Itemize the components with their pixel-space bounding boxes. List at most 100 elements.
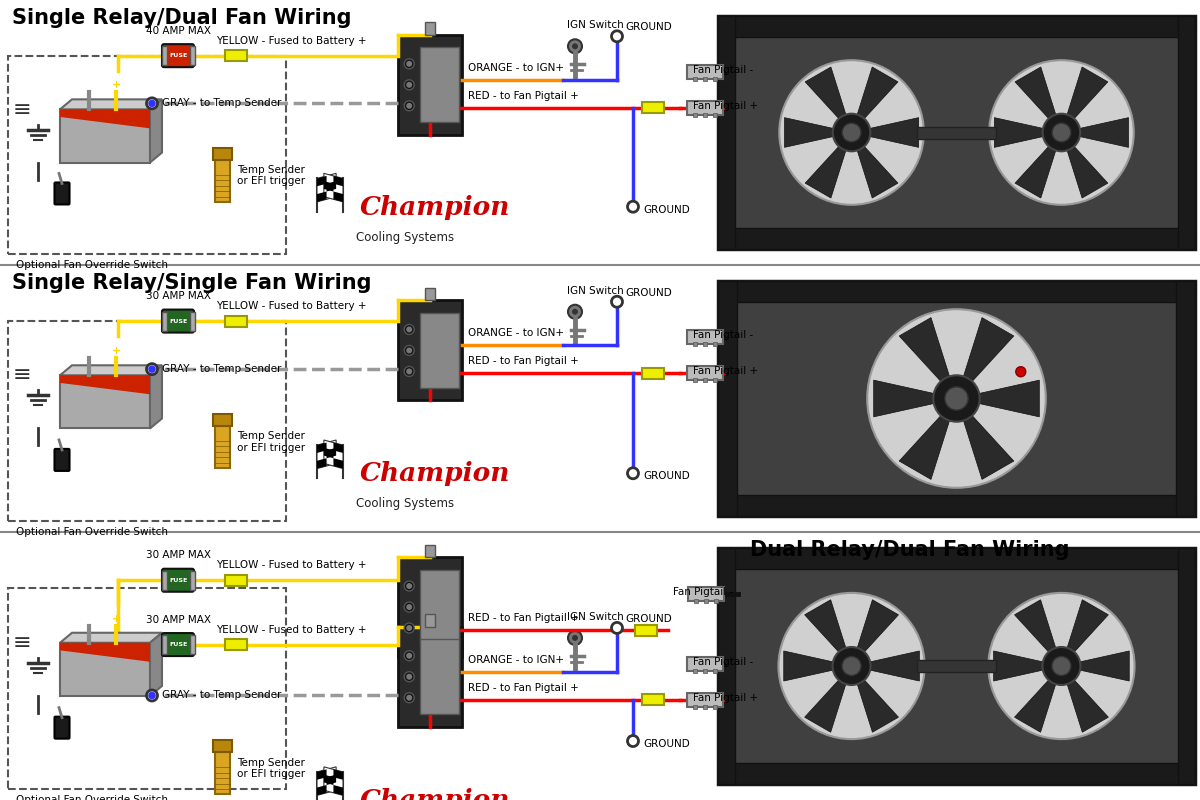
Circle shape (406, 674, 413, 680)
Polygon shape (317, 174, 336, 202)
FancyBboxPatch shape (420, 47, 458, 122)
FancyBboxPatch shape (635, 625, 658, 635)
FancyBboxPatch shape (54, 449, 70, 471)
FancyBboxPatch shape (215, 753, 229, 794)
Circle shape (404, 58, 414, 69)
Circle shape (406, 583, 413, 589)
FancyBboxPatch shape (420, 570, 458, 645)
Text: GROUND: GROUND (643, 471, 690, 482)
Polygon shape (324, 181, 334, 191)
FancyBboxPatch shape (718, 548, 1195, 784)
Polygon shape (899, 415, 949, 479)
Circle shape (406, 82, 413, 88)
Polygon shape (1014, 679, 1056, 732)
Polygon shape (317, 785, 326, 795)
FancyBboxPatch shape (425, 545, 434, 557)
Text: ≡: ≡ (13, 366, 31, 386)
Polygon shape (60, 375, 150, 394)
Circle shape (149, 366, 156, 373)
Text: Temp Sender
or EFI trigger: Temp Sender or EFI trigger (238, 431, 305, 453)
FancyBboxPatch shape (718, 762, 1195, 784)
FancyBboxPatch shape (713, 77, 718, 81)
Circle shape (1015, 366, 1026, 377)
Circle shape (934, 375, 979, 422)
FancyBboxPatch shape (420, 639, 458, 714)
Text: GROUND: GROUND (625, 288, 672, 298)
Circle shape (406, 604, 413, 610)
FancyBboxPatch shape (703, 342, 707, 346)
Circle shape (406, 694, 413, 701)
Text: Fan Pigtail -: Fan Pigtail - (694, 330, 754, 341)
Text: ≡: ≡ (13, 99, 31, 119)
Circle shape (146, 364, 157, 374)
Text: 30 AMP MAX: 30 AMP MAX (145, 614, 210, 625)
Text: FUSE: FUSE (169, 318, 187, 323)
Polygon shape (150, 99, 162, 162)
Polygon shape (334, 458, 343, 469)
Polygon shape (1015, 67, 1056, 119)
Circle shape (404, 672, 414, 682)
Circle shape (404, 623, 414, 633)
Text: IGN Switch: IGN Switch (568, 20, 624, 30)
Polygon shape (324, 174, 343, 202)
FancyBboxPatch shape (718, 281, 737, 516)
Text: YELLOW - Fused to Battery +: YELLOW - Fused to Battery + (216, 36, 366, 46)
Circle shape (406, 625, 413, 631)
Polygon shape (326, 774, 336, 785)
Circle shape (146, 690, 157, 701)
Polygon shape (1067, 600, 1109, 653)
FancyBboxPatch shape (686, 330, 722, 345)
FancyBboxPatch shape (713, 113, 718, 117)
Circle shape (989, 60, 1134, 205)
FancyBboxPatch shape (718, 16, 1195, 37)
FancyBboxPatch shape (162, 46, 167, 65)
FancyBboxPatch shape (215, 160, 229, 202)
Polygon shape (60, 110, 150, 162)
Polygon shape (857, 67, 898, 119)
Polygon shape (326, 181, 336, 191)
Circle shape (572, 635, 578, 641)
Circle shape (406, 369, 413, 374)
Polygon shape (874, 380, 935, 417)
Circle shape (944, 387, 968, 410)
FancyBboxPatch shape (694, 77, 697, 81)
Circle shape (149, 99, 156, 107)
Circle shape (779, 593, 925, 739)
Polygon shape (334, 442, 343, 453)
Text: Single Relay/Dual Fan Wiring: Single Relay/Dual Fan Wiring (12, 8, 352, 28)
Circle shape (1052, 657, 1070, 675)
FancyBboxPatch shape (703, 113, 707, 117)
FancyBboxPatch shape (162, 311, 167, 330)
Text: 30 AMP MAX: 30 AMP MAX (145, 550, 210, 560)
Text: ≡: ≡ (13, 633, 31, 653)
Text: YELLOW - Fused to Battery +: YELLOW - Fused to Battery + (216, 625, 366, 634)
Circle shape (628, 202, 638, 212)
FancyBboxPatch shape (642, 368, 664, 379)
Polygon shape (317, 458, 326, 469)
FancyBboxPatch shape (226, 639, 247, 650)
FancyBboxPatch shape (718, 548, 734, 784)
FancyBboxPatch shape (694, 599, 698, 603)
Circle shape (842, 123, 860, 142)
Circle shape (404, 650, 414, 661)
Text: Dual Relay/Dual Fan Wiring: Dual Relay/Dual Fan Wiring (750, 540, 1069, 560)
Text: FUSE: FUSE (169, 53, 187, 58)
FancyBboxPatch shape (1178, 548, 1195, 784)
Text: -: - (86, 80, 91, 90)
FancyBboxPatch shape (703, 669, 707, 673)
Polygon shape (317, 770, 326, 780)
FancyBboxPatch shape (686, 657, 722, 670)
Text: Single Relay/Single Fan Wiring: Single Relay/Single Fan Wiring (12, 273, 372, 293)
Text: Optional Fan Override Switch: Optional Fan Override Switch (16, 795, 168, 800)
Text: Champion: Champion (360, 462, 510, 486)
Polygon shape (857, 146, 898, 198)
Text: Cooling Systems: Cooling Systems (356, 498, 454, 510)
FancyBboxPatch shape (190, 570, 194, 590)
FancyBboxPatch shape (162, 44, 194, 67)
Polygon shape (994, 651, 1044, 681)
Circle shape (149, 692, 156, 699)
FancyBboxPatch shape (1178, 16, 1195, 249)
Polygon shape (964, 415, 1014, 479)
Text: YELLOW - Fused to Battery +: YELLOW - Fused to Battery + (216, 301, 366, 311)
Text: GROUND: GROUND (643, 739, 690, 749)
